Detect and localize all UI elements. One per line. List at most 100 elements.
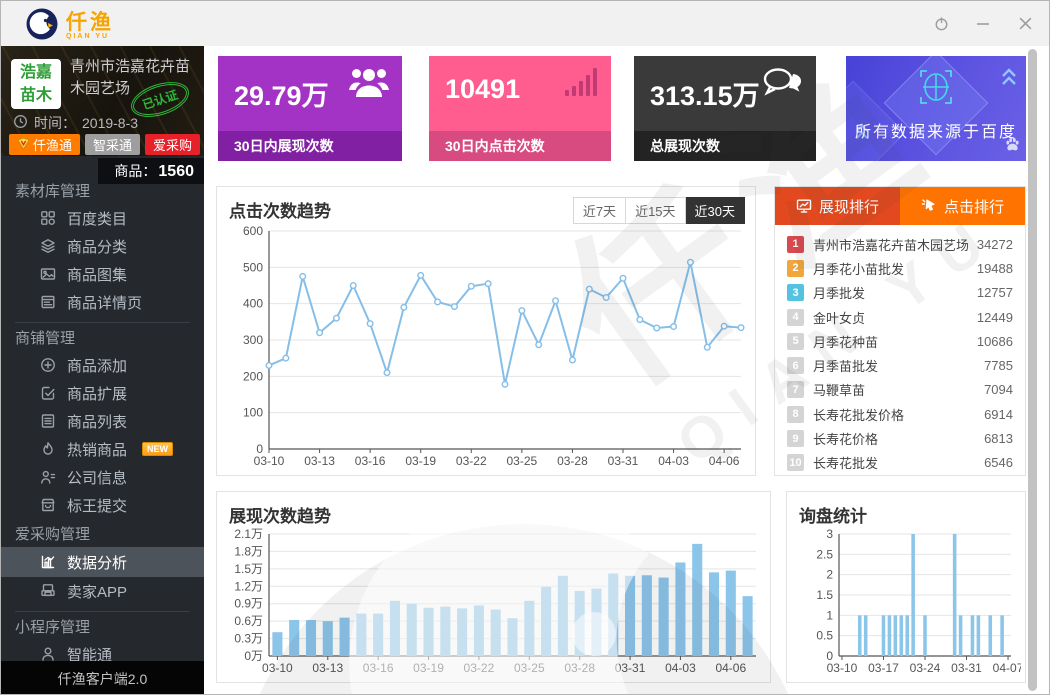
impress-trend-panel: 展现次数趋势 0万 0.3万 0.6万 0.9万 1.2万 1.5万 1.8万 2.1万 03-… bbox=[216, 491, 771, 683]
sidebar-item-label: 智能通 bbox=[67, 646, 113, 664]
minimize-icon[interactable] bbox=[973, 13, 993, 33]
store-icon bbox=[39, 497, 56, 514]
rank-keyword: 长寿花批发价格 bbox=[813, 407, 905, 423]
rank-keyword: 金叶女贞 bbox=[813, 310, 866, 326]
ranking-row-10[interactable]: 10 长寿花批发 6546 bbox=[787, 451, 1013, 475]
ranking-row-1[interactable]: 1 青州市浩嘉花卉苗木园艺场 34272 bbox=[787, 232, 1013, 256]
stat-value: 313.15万 bbox=[650, 81, 760, 111]
rank-value: 19488 bbox=[976, 260, 1013, 276]
stat-card-30日内展现次数[interactable]: 29.79万 30日内展现次数 bbox=[218, 56, 402, 161]
power-icon[interactable] bbox=[931, 13, 951, 33]
signal-icon bbox=[563, 66, 599, 103]
sidebar-item-label: 商品列表 bbox=[67, 413, 128, 431]
rank-value: 7094 bbox=[984, 382, 1013, 398]
rank-badge: 7 bbox=[787, 381, 804, 399]
svg-text:03-31: 03-31 bbox=[615, 661, 646, 675]
store-time-value: 2019-8-3 bbox=[82, 115, 139, 131]
app-logo: 仟渔 QIAN YU bbox=[25, 7, 114, 46]
svg-text:1.5万: 1.5万 bbox=[234, 562, 263, 576]
sidebar-item-智能通[interactable]: 智能通 bbox=[1, 640, 204, 668]
svg-text:03-13: 03-13 bbox=[304, 454, 335, 468]
close-icon[interactable] bbox=[1015, 13, 1035, 33]
rank-value: 12757 bbox=[976, 285, 1013, 301]
sidebar-item-label: 标王提交 bbox=[67, 497, 128, 515]
svg-text:03-31: 03-31 bbox=[951, 661, 982, 675]
ranking-row-8[interactable]: 8 长寿花批发价格 6914 bbox=[787, 402, 1013, 426]
svg-text:0.9万: 0.9万 bbox=[234, 597, 263, 611]
stat-card-30日内点击次数[interactable]: 10491 30日内点击次数 bbox=[429, 56, 611, 161]
sidebar-item-数据分析[interactable]: 数据分析 bbox=[1, 547, 204, 577]
range-tab-近15天[interactable]: 近15天 bbox=[626, 197, 686, 224]
sidebar-item-卖家APP[interactable]: 卖家APP bbox=[1, 577, 204, 605]
store-tags: 仟渔通 智采通 爱采购 bbox=[9, 134, 201, 155]
baidu-paw-icon bbox=[1005, 137, 1020, 157]
baidu-data-banner[interactable]: 所有数据来源于百度 bbox=[846, 56, 1026, 161]
svg-text:03-28: 03-28 bbox=[564, 661, 595, 675]
expand-icon bbox=[39, 385, 56, 402]
svg-text:04-03: 04-03 bbox=[665, 661, 696, 675]
store-tag-仟渔通[interactable]: 仟渔通 bbox=[9, 134, 81, 155]
sidebar-item-label: 热销商品 bbox=[67, 441, 128, 459]
store-header: 浩嘉 苗木 青州市浩嘉花卉苗木园艺场 已认证 时间： 2019-8-3 仟渔通智… bbox=[1, 46, 204, 156]
ranking-row-9[interactable]: 9 长寿花价格 6813 bbox=[787, 426, 1013, 450]
svg-text:03-19: 03-19 bbox=[405, 454, 436, 468]
ranking-row-5[interactable]: 5 月季花种苗 10686 bbox=[787, 329, 1013, 353]
sidebar-item-标王提交[interactable]: 标王提交 bbox=[1, 491, 204, 519]
impress-trend-title: 展现次数趋势 bbox=[229, 507, 331, 526]
rank-keyword: 月季批发 bbox=[813, 286, 866, 302]
sidebar-item-商品详情页[interactable]: 商品详情页 bbox=[1, 288, 204, 316]
ranking-tabs: 展现排行 点击排行 bbox=[775, 187, 1025, 225]
rank-badge: 2 bbox=[787, 259, 804, 277]
range-tab-近7天[interactable]: 近7天 bbox=[572, 197, 627, 224]
sidebar-item-商品添加[interactable]: 商品添加 bbox=[1, 351, 204, 379]
ranking-row-7[interactable]: 7 马鞭草苗 7094 bbox=[787, 378, 1013, 402]
rank-keyword: 月季苗批发 bbox=[813, 359, 879, 375]
sidebar-item-热销商品[interactable]: 热销商品 NEW bbox=[1, 435, 204, 463]
ranking-list: 1 青州市浩嘉花卉苗木园艺场 34272 2 月季花小苗批发 19488 3 月季批发 1275… bbox=[775, 225, 1025, 475]
stat-label: 总展现次数 bbox=[634, 131, 816, 161]
svg-text:04-03: 04-03 bbox=[658, 454, 689, 468]
rank-keyword: 月季花小苗批发 bbox=[813, 261, 905, 277]
store-tag-爱采购[interactable]: 爱采购 bbox=[145, 134, 201, 155]
client-version: 仟渔客户端2.0 bbox=[1, 661, 204, 694]
app-icon bbox=[39, 583, 56, 600]
svg-text:2.5: 2.5 bbox=[816, 547, 833, 561]
sidebar-item-商品列表[interactable]: 商品列表 bbox=[1, 407, 204, 435]
ranking-panel: 展现排行 点击排行 1 青州市浩嘉花卉苗木园艺场 34272 2 月季花小苗批发 19488… bbox=[774, 186, 1026, 476]
stat-card-总展现次数[interactable]: 313.15万总展现次数 bbox=[634, 56, 816, 161]
ranking-row-3[interactable]: 3 月季批发 12757 bbox=[787, 281, 1013, 305]
sidebar-item-商品分类[interactable]: 商品分类 bbox=[1, 232, 204, 260]
svg-text:03-22: 03-22 bbox=[456, 454, 487, 468]
ranking-row-4[interactable]: 4 金叶女贞 12449 bbox=[787, 305, 1013, 329]
sidebar-item-百度类目[interactable]: 百度类目 bbox=[1, 204, 204, 232]
stat-label: 30日内展现次数 bbox=[218, 131, 402, 161]
ranking-row-2[interactable]: 2 月季花小苗批发 19488 bbox=[787, 256, 1013, 280]
sidebar-item-商品扩展[interactable]: 商品扩展 bbox=[1, 379, 204, 407]
sidebar-item-商品图集[interactable]: 商品图集 bbox=[1, 260, 204, 288]
store-badge: 浩嘉 苗木 bbox=[11, 59, 61, 109]
svg-text:03-17: 03-17 bbox=[868, 661, 899, 675]
stat-label: 30日内点击次数 bbox=[429, 131, 611, 161]
svg-text:04-07: 04-07 bbox=[993, 661, 1021, 675]
click-trend-title: 点击次数趋势 bbox=[229, 202, 331, 221]
store-tag-智采通[interactable]: 智采通 bbox=[85, 134, 141, 155]
sidebar-section-素材库管理: 素材库管理 bbox=[15, 183, 91, 200]
vertical-scrollbar[interactable] bbox=[1028, 49, 1037, 691]
svg-text:03-10: 03-10 bbox=[254, 454, 285, 468]
sidebar-item-公司信息[interactable]: 公司信息 bbox=[1, 463, 204, 491]
rank-keyword: 长寿花批发 bbox=[813, 456, 879, 472]
ranking-row-6[interactable]: 6 月季苗批发 7785 bbox=[787, 353, 1013, 377]
plus-circle-icon bbox=[39, 357, 56, 374]
svg-text:0.6万: 0.6万 bbox=[234, 614, 263, 628]
ranking-tab-展现排行[interactable]: 展现排行 bbox=[775, 187, 900, 225]
rank-value: 6546 bbox=[984, 455, 1013, 471]
ranking-tab-点击排行[interactable]: 点击排行 bbox=[900, 187, 1025, 225]
sidebar-nav: 素材库管理百度类目商品分类 商品图集 商品详情页商铺管理商品添加 商品扩展商品列表热销… bbox=[1, 176, 204, 668]
logo-text-en: QIAN YU bbox=[66, 33, 110, 40]
range-tab-近30天[interactable]: 近30天 bbox=[685, 197, 745, 224]
window-controls bbox=[931, 13, 1035, 33]
store-time: 时间： 2019-8-3 bbox=[13, 113, 138, 133]
sidebar-section-商铺管理: 商铺管理 bbox=[15, 330, 76, 347]
sidebar-item-label: 百度类目 bbox=[67, 210, 128, 228]
